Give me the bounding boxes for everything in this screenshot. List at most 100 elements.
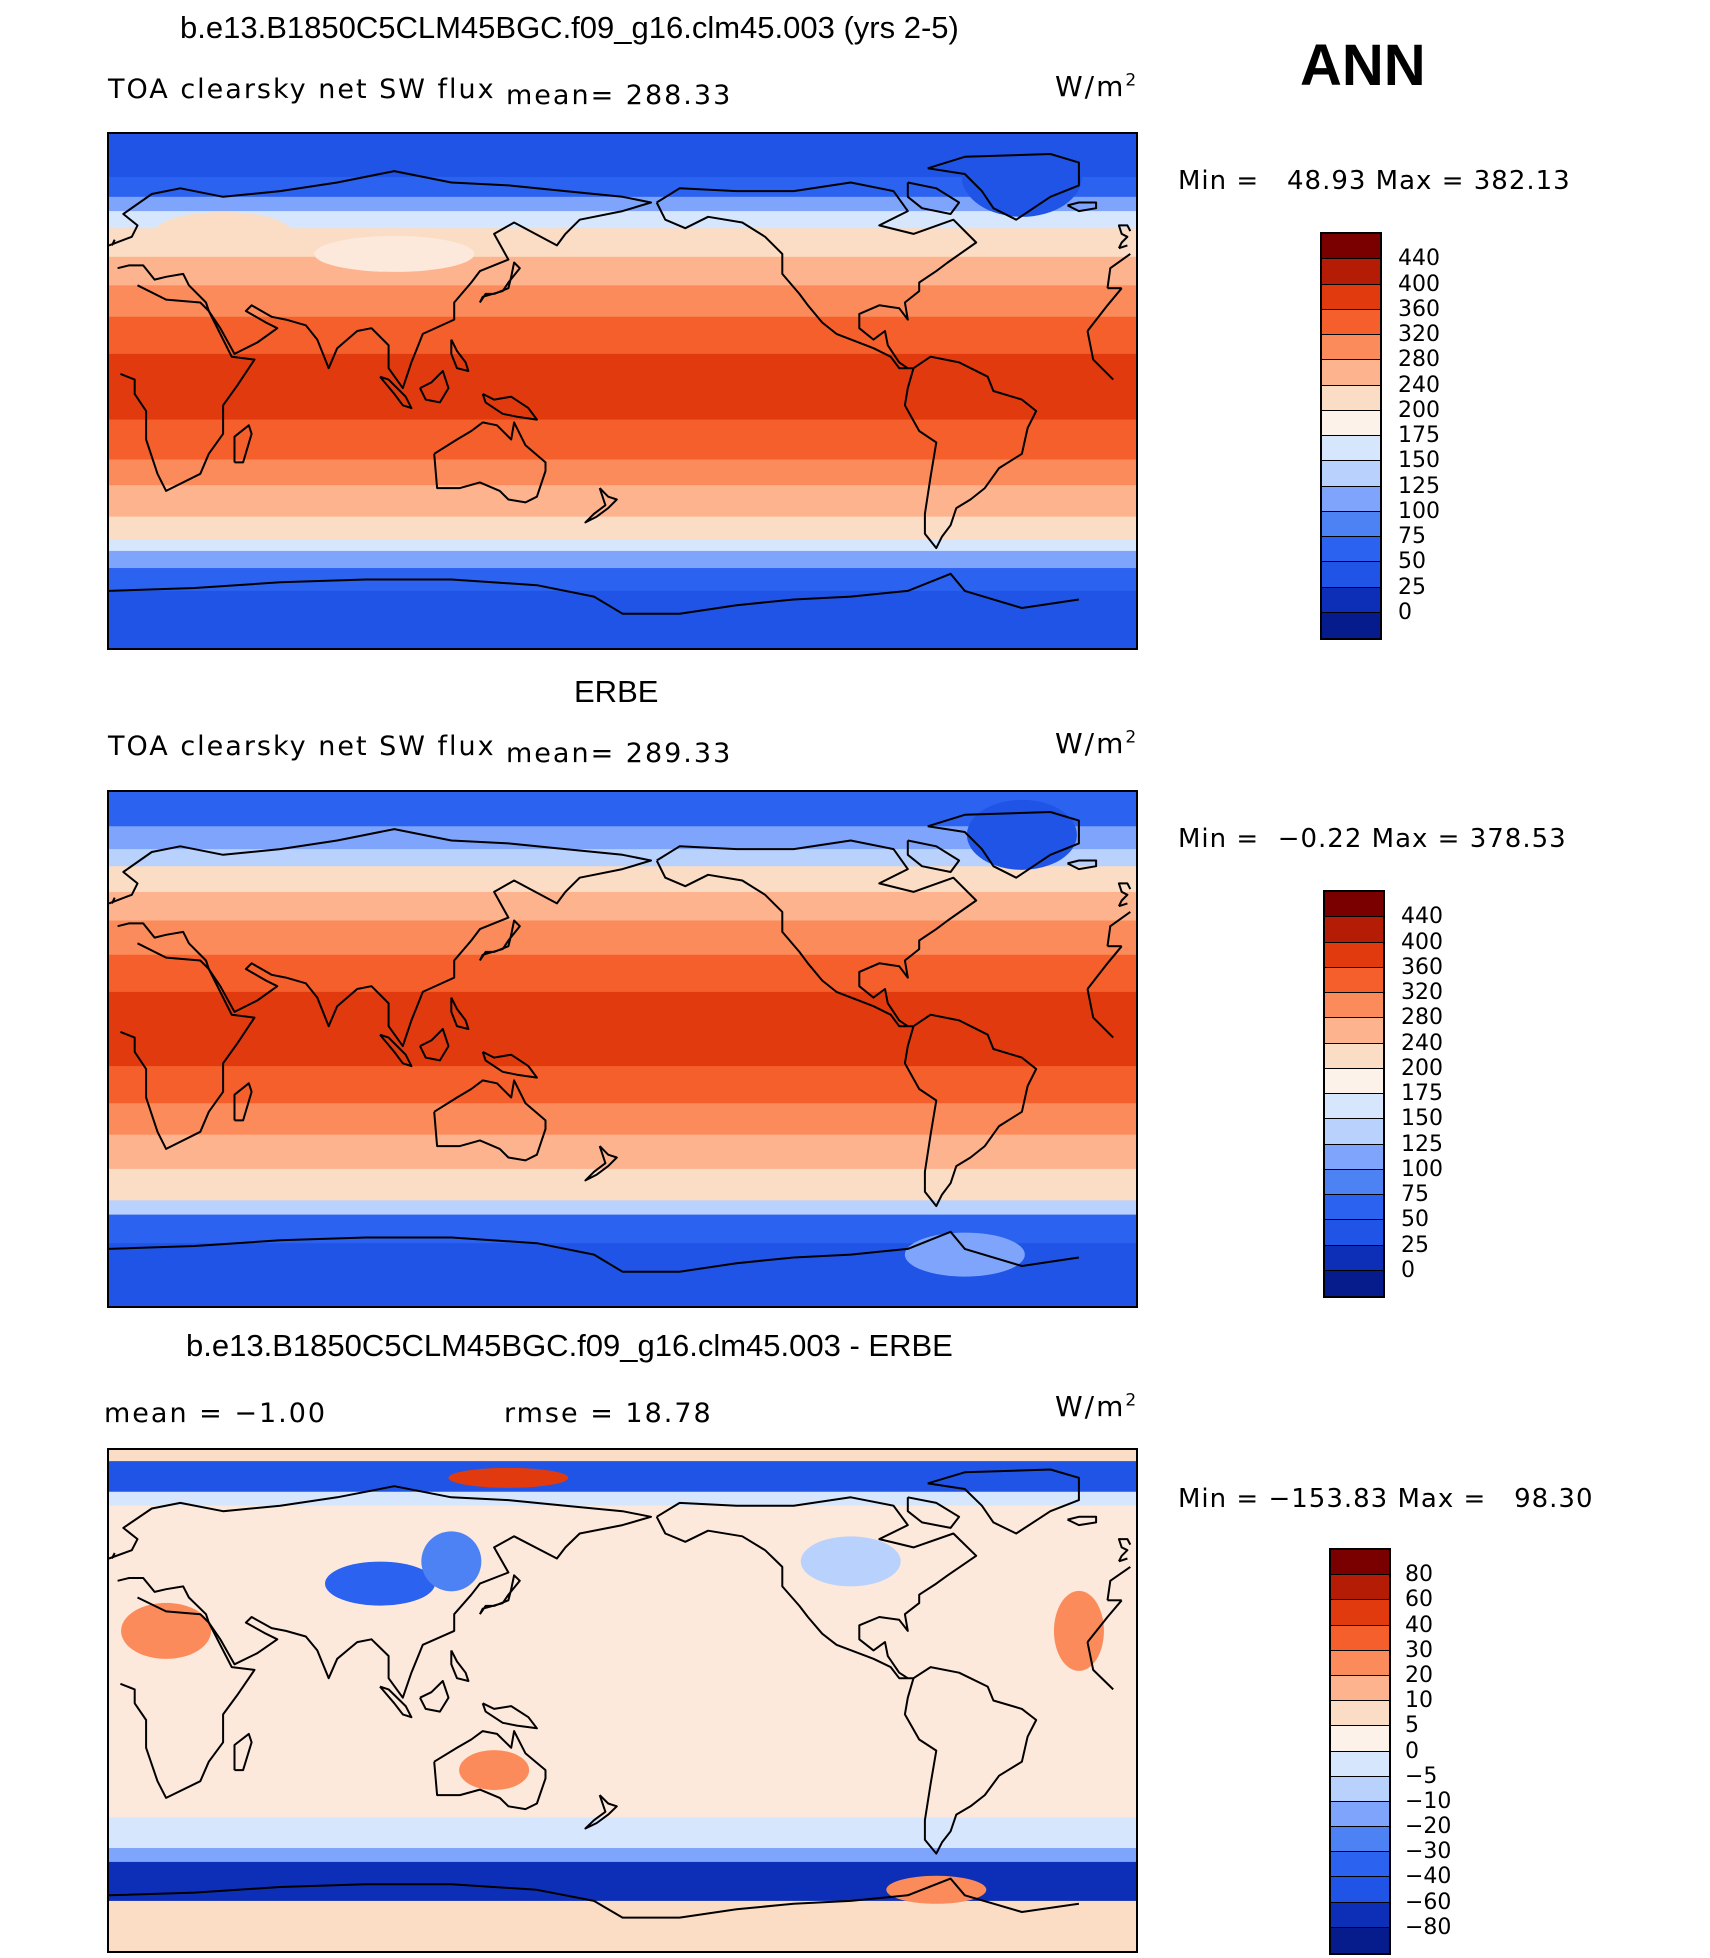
colorbar-swatch: [1322, 587, 1380, 613]
colorbar-diff: [1329, 1548, 1391, 1955]
contour-band: [109, 256, 1136, 286]
coastline-nz: [584, 1145, 618, 1182]
colorbar-tick-label: 20: [1405, 1662, 1433, 1688]
colorbar-swatch: [1322, 436, 1380, 462]
contour-band: [109, 826, 1136, 850]
contour-band: [109, 1134, 1136, 1170]
map-field-diff: [109, 1450, 1136, 1951]
coastline-europe_asia: [109, 828, 652, 1048]
colorbar-tick-label: 360: [1401, 954, 1443, 980]
colorbar-tick-label: −10: [1405, 1788, 1452, 1814]
contour-band: [109, 1491, 1136, 1507]
coastline-borneo: [419, 1028, 450, 1062]
coastline-samerica: [903, 1013, 1038, 1208]
coastline-africa: [1086, 287, 1123, 332]
coastline-newguinea: [481, 1702, 538, 1730]
colorbar-tick-label: 400: [1398, 271, 1440, 297]
map-field-obs: [109, 792, 1136, 1306]
colorbar-swatch: [1322, 511, 1380, 537]
units-label-diff: W/m2: [1055, 1390, 1137, 1423]
coastline-borneo: [419, 1680, 450, 1713]
season-label: ANN: [1300, 33, 1426, 98]
colorbar-swatch: [1325, 1043, 1383, 1069]
coastline-australia: [433, 1730, 547, 1811]
coastline-australia: [433, 1079, 547, 1162]
colorbar-swatch: [1331, 1902, 1389, 1928]
colorbar-tick-label: −30: [1405, 1839, 1452, 1865]
coastline-baffin: [906, 1496, 961, 1529]
colorbar-tick-label: 125: [1401, 1131, 1443, 1157]
colorbar-tick-label: 320: [1401, 980, 1443, 1005]
colorbar-ticks-obs: 440 400 360 320 280 240 200 175 150 125 100 75 50 25 0: [1401, 0, 1481, 1958]
coastline-samerica: [903, 355, 1038, 550]
coastline-africa: [1086, 945, 1123, 990]
colorbar-tick-label: 80: [1405, 1562, 1433, 1588]
colorbar-tick-label: 0: [1401, 1257, 1415, 1283]
colorbar-swatch: [1325, 1245, 1383, 1271]
anomaly-patch: [961, 136, 1082, 217]
coastline-uk: [1117, 224, 1132, 249]
rmse-label-diff: rmse = 18.78: [504, 1398, 713, 1429]
colorbar-swatch: [1331, 1550, 1389, 1576]
colorbar-tick-label: 5: [1405, 1713, 1419, 1739]
coastline-antarctica: [109, 1877, 1080, 1919]
coastline-borneo: [419, 370, 450, 404]
minmax-label-model: Min = 48.93 Max = 382.13: [1178, 166, 1571, 196]
coastline-greenland: [927, 1468, 1080, 1535]
coastline-australia: [433, 421, 547, 504]
contour-band: [109, 866, 1136, 893]
coastline-uk: [1118, 1557, 1128, 1563]
colorbar-tick-label: −80: [1405, 1914, 1452, 1940]
colorbar-swatch: [1325, 1220, 1383, 1246]
colorbar-tick-label: 360: [1398, 296, 1440, 322]
colorbar-swatch: [1331, 1675, 1389, 1702]
colorbar-tick-label: 240: [1398, 372, 1440, 398]
colorbar-tick-label: 175: [1401, 1081, 1443, 1106]
map-field-model: [109, 134, 1136, 648]
variable-label-obs: TOA clearsky net SW flux: [108, 731, 496, 762]
contour-band: [109, 419, 1136, 461]
coastline-samerica: [903, 1666, 1038, 1855]
coastline-newguinea: [481, 393, 538, 421]
colorbar-swatch: [1322, 562, 1380, 588]
coastline-africa: [1086, 330, 1114, 381]
contour-band: [109, 550, 1136, 569]
coastline-europe_asia: [1106, 1566, 1131, 1601]
coastline-uk: [111, 239, 116, 246]
colorbar-swatch: [1322, 537, 1380, 563]
coastline-namerica: [655, 839, 978, 1028]
contour-band: [109, 991, 1136, 1067]
colorbar-swatch: [1325, 1018, 1383, 1044]
colorbar-tick-label: −5: [1405, 1763, 1438, 1789]
coastline-sumatra: [379, 1033, 413, 1068]
colorbar-tick-label: 125: [1398, 473, 1440, 499]
anomaly-patch: [459, 1750, 530, 1791]
contour-band: [109, 792, 1136, 827]
contour-band: [109, 196, 1136, 212]
colorbar-swatch: [1325, 993, 1383, 1019]
coastline-sumatra: [379, 1685, 413, 1719]
map-model: [107, 132, 1138, 650]
colorbar-tick-label: 175: [1398, 423, 1440, 448]
colorbar-swatch: [1331, 1776, 1389, 1802]
anomaly-patch: [153, 211, 294, 256]
minmax-label-obs: Min = −0.22 Max = 378.53: [1178, 824, 1567, 854]
contour-band: [109, 1817, 1136, 1849]
colorbar-tick-label: 40: [1405, 1612, 1433, 1638]
anomaly-patch: [314, 235, 475, 272]
coastline-baffin: [906, 181, 961, 215]
colorbar-swatch: [1331, 1625, 1389, 1651]
colorbar-swatch: [1322, 385, 1380, 411]
colorbar-tick-label: 30: [1405, 1637, 1433, 1663]
anomaly-patch: [1053, 1590, 1104, 1671]
contour-band: [109, 849, 1136, 867]
colorbar-swatch: [1325, 967, 1383, 993]
colorbar-swatch: [1322, 612, 1380, 638]
coastline-newguinea: [481, 1051, 538, 1079]
colorbar-swatch: [1325, 1144, 1383, 1170]
colorbar-tick-label: 320: [1398, 322, 1440, 347]
units-label-obs: W/m2: [1055, 727, 1137, 760]
coastline-africa: [1086, 1599, 1123, 1643]
anomaly-patch: [800, 1536, 901, 1587]
colorbar-tick-label: 50: [1398, 549, 1426, 575]
